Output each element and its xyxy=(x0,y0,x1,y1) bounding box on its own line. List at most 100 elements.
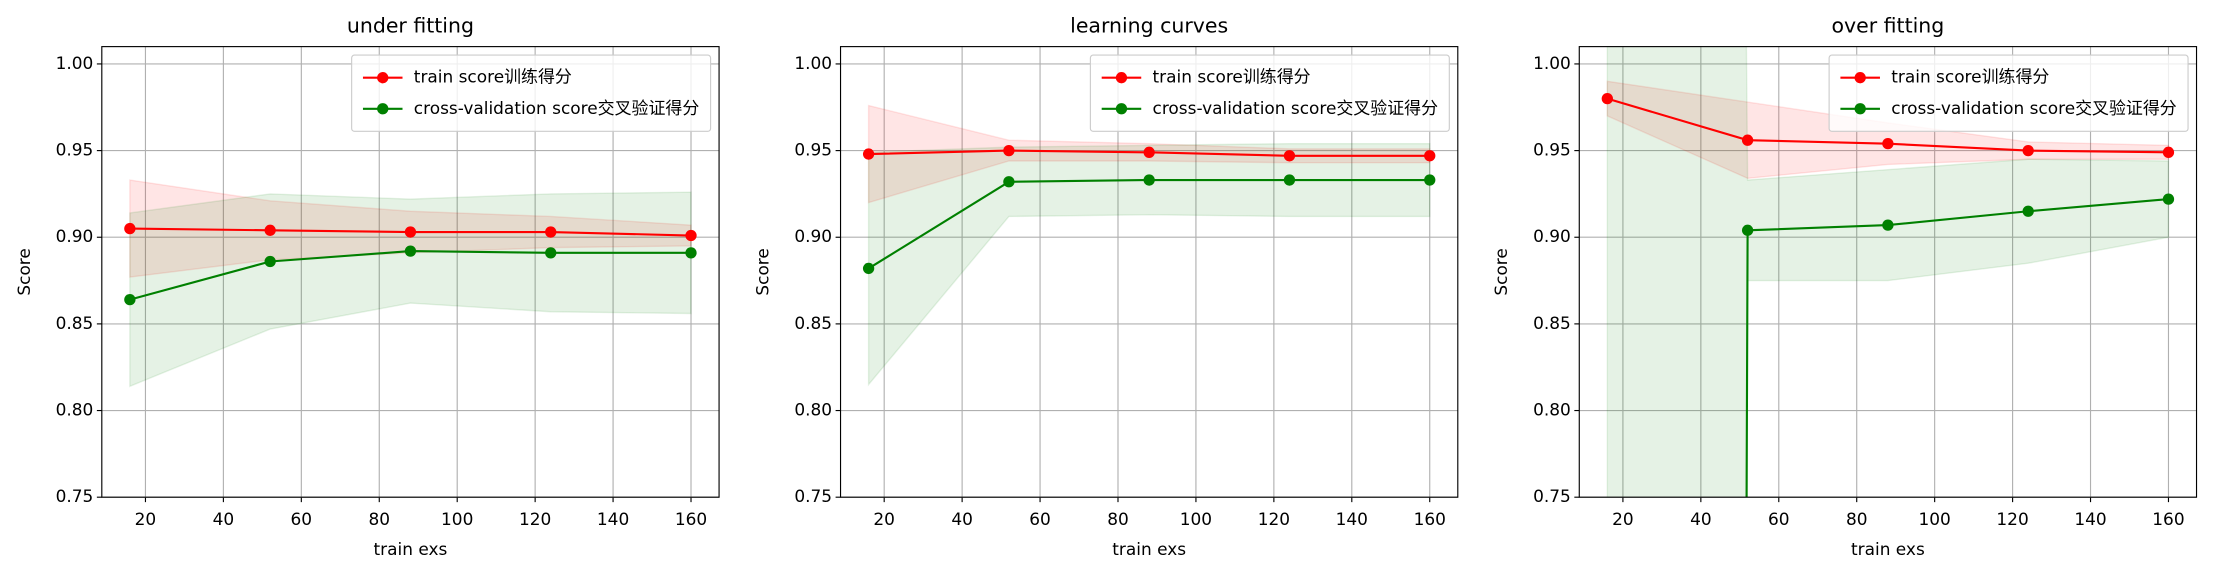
x-tick-label: 160 xyxy=(1414,509,1446,529)
legend-box xyxy=(1089,54,1450,132)
point xyxy=(2022,205,2034,217)
x-tick-label: 20 xyxy=(135,509,157,529)
point xyxy=(862,262,875,275)
x-tick-label: 120 xyxy=(519,509,551,529)
axes-frame xyxy=(1578,46,2198,498)
y-tick-label: 0.85 xyxy=(794,313,832,333)
point xyxy=(685,247,697,259)
y-tick-label: 0.90 xyxy=(56,226,94,246)
y-tick-label: 0.80 xyxy=(794,400,832,420)
legend-marker xyxy=(1115,72,1128,84)
point xyxy=(404,226,417,238)
point xyxy=(1143,174,1155,186)
y-tick-label: 0.75 xyxy=(794,486,832,506)
x-tick-label: 100 xyxy=(1180,509,1212,529)
std-band xyxy=(867,142,1431,387)
point xyxy=(1882,219,1894,231)
legend-marker xyxy=(377,103,389,115)
x-axis-label: train exs xyxy=(1851,539,1925,559)
std-band xyxy=(129,191,692,388)
x-tick-label: 160 xyxy=(675,509,707,529)
x-tick-label: 160 xyxy=(2152,509,2184,529)
point xyxy=(2022,144,2034,157)
x-tick-label: 140 xyxy=(597,509,629,529)
x-tick-label: 40 xyxy=(1690,509,1712,529)
chart-title: learning curves xyxy=(1070,13,1228,37)
x-tick-label: 120 xyxy=(1996,509,2028,529)
legend: train score训练得分 cross-validation score交叉验… xyxy=(1089,54,1450,132)
point xyxy=(1283,150,1296,162)
legend-marker xyxy=(377,72,389,84)
axes-frame xyxy=(101,46,720,498)
axes-frame xyxy=(839,46,1459,498)
y-tick-label: 1.00 xyxy=(794,53,832,73)
legend-marker xyxy=(1854,103,1866,115)
y-axis-label: Score xyxy=(1491,248,1511,295)
point xyxy=(1601,92,1613,105)
point xyxy=(1882,138,1894,150)
legend-marker xyxy=(1115,103,1128,115)
chart-title: over fitting xyxy=(1832,13,1945,37)
y-tick-label: 0.95 xyxy=(56,140,94,160)
y-tick-label: 0.75 xyxy=(56,486,94,506)
point xyxy=(124,293,136,306)
point xyxy=(404,245,417,257)
point xyxy=(545,226,557,238)
y-tick-label: 0.95 xyxy=(1533,140,1571,160)
legend-box xyxy=(1828,54,2189,132)
x-tick-label: 100 xyxy=(1918,509,1950,529)
y-axis-label: Score xyxy=(753,248,773,295)
std-band xyxy=(1606,46,2170,498)
point xyxy=(2162,193,2175,205)
plot-area xyxy=(862,104,1436,387)
x-tick-label: 60 xyxy=(291,509,313,529)
x-tick-label: 80 xyxy=(1107,509,1129,529)
point xyxy=(124,222,136,235)
chart-title: under fitting xyxy=(347,13,474,37)
legend-label: train score训练得分 xyxy=(414,67,572,87)
point xyxy=(264,255,276,268)
point xyxy=(264,224,276,236)
x-tick-label: 80 xyxy=(368,509,390,529)
point xyxy=(1741,134,1754,146)
point xyxy=(1003,176,1015,188)
point xyxy=(545,247,557,259)
x-tick-label: 100 xyxy=(441,509,473,529)
y-tick-label: 1.00 xyxy=(56,53,94,73)
legend: train score训练得分 cross-validation score交叉验… xyxy=(1828,54,2189,132)
y-axis-label: Score xyxy=(14,248,34,295)
x-axis-label: train exs xyxy=(1112,539,1186,559)
y-tick-label: 0.90 xyxy=(794,226,832,246)
point xyxy=(1283,174,1296,186)
legend-label: train score训练得分 xyxy=(1153,67,1311,87)
legend-label: cross-validation score交叉验证得分 xyxy=(1153,98,1439,118)
x-tick-label: 40 xyxy=(951,509,973,529)
point xyxy=(1424,174,1436,186)
legend-label: cross-validation score交叉验证得分 xyxy=(414,98,700,118)
legend-label: cross-validation score交叉验证得分 xyxy=(1891,98,2177,118)
point xyxy=(862,148,875,160)
x-tick-label: 140 xyxy=(1336,509,1368,529)
y-tick-label: 0.80 xyxy=(1533,400,1571,420)
x-tick-label: 60 xyxy=(1768,509,1790,529)
legend-label: train score训练得分 xyxy=(1891,67,2049,87)
y-tick-label: 0.80 xyxy=(56,400,94,420)
y-tick-label: 0.90 xyxy=(1533,226,1571,246)
x-tick-label: 20 xyxy=(1612,509,1634,529)
y-tick-label: 0.85 xyxy=(56,313,94,333)
point xyxy=(1003,144,1015,157)
point xyxy=(2162,146,2175,158)
legend: train score训练得分 cross-validation score交叉验… xyxy=(351,54,712,132)
y-tick-label: 0.75 xyxy=(1533,486,1571,506)
legend-box xyxy=(351,54,712,132)
point xyxy=(1741,224,1754,236)
point xyxy=(685,229,697,242)
x-axis-label: train exs xyxy=(374,539,448,559)
plot-area xyxy=(124,179,697,388)
x-tick-label: 40 xyxy=(213,509,235,529)
y-tick-label: 1.00 xyxy=(1533,53,1571,73)
y-tick-label: 0.95 xyxy=(794,140,832,160)
y-tick-label: 0.85 xyxy=(1533,313,1571,333)
